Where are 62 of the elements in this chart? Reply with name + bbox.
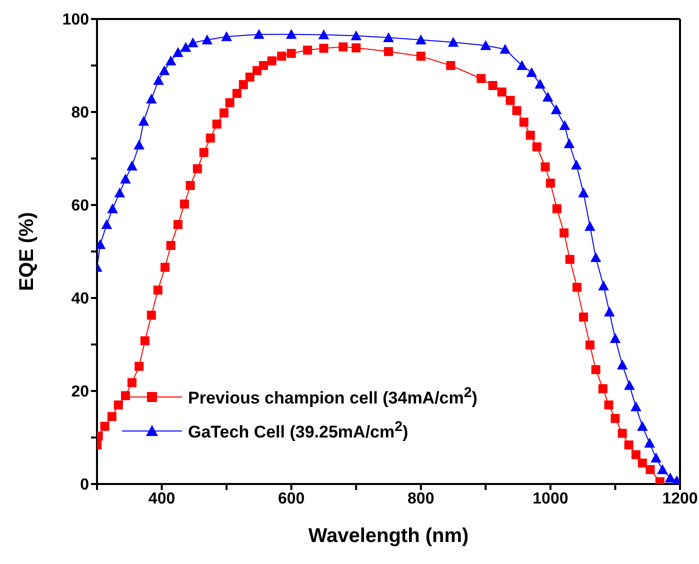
point	[564, 138, 575, 148]
point	[180, 42, 192, 52]
point	[534, 78, 546, 89]
y-tick-label: 0	[80, 476, 90, 494]
point	[286, 28, 297, 39]
x-tick-label: 1200	[662, 490, 698, 508]
point	[650, 452, 662, 462]
x-tick-label: 800	[408, 490, 434, 508]
point	[134, 140, 145, 150]
point	[318, 29, 330, 40]
point	[165, 55, 176, 66]
point	[172, 47, 184, 57]
y-tick-label: 20	[71, 384, 90, 401]
y-tick-label: 100	[62, 12, 90, 29]
point	[120, 174, 131, 184]
point	[570, 160, 582, 170]
point	[542, 92, 554, 102]
point	[637, 420, 648, 431]
point	[559, 120, 570, 130]
point	[383, 32, 394, 42]
point	[202, 34, 213, 44]
point	[526, 67, 538, 77]
point	[584, 220, 596, 231]
point	[187, 37, 198, 48]
point	[664, 472, 676, 482]
point	[448, 36, 459, 47]
y-axis-title: EQE (%)	[16, 212, 38, 291]
point	[598, 280, 609, 290]
point	[480, 40, 492, 50]
legend-label: Previous champion cell (34mA/cm$^{2}$)	[188, 385, 478, 409]
point	[114, 188, 126, 198]
point	[624, 380, 635, 390]
point	[153, 74, 164, 85]
point	[644, 438, 655, 448]
point	[415, 34, 426, 44]
point	[101, 219, 112, 230]
y-tick-label: 60	[71, 198, 90, 215]
point	[107, 203, 118, 214]
x-tick-label: 400	[148, 490, 176, 508]
point	[604, 306, 615, 316]
point	[590, 252, 602, 262]
point	[146, 94, 157, 104]
point	[221, 31, 232, 42]
x-axis-title: Wavelength (nm)	[308, 525, 469, 547]
point	[350, 30, 362, 40]
point	[500, 44, 510, 54]
point	[616, 360, 628, 370]
x-tick-label: 1000	[532, 490, 568, 508]
y-tick-label: 40	[71, 290, 90, 308]
point	[550, 104, 562, 114]
point	[138, 116, 150, 126]
point	[158, 65, 170, 76]
legend-label: GaTech Cell (39.25mA/cm$^{2}$)	[188, 419, 408, 443]
point	[254, 28, 264, 39]
point	[126, 160, 138, 170]
y-tick-label: 80	[71, 104, 90, 122]
point	[610, 333, 621, 343]
x-tick-label: 600	[278, 490, 305, 508]
point	[578, 188, 589, 198]
point	[516, 60, 528, 70]
point	[657, 464, 668, 474]
point	[630, 401, 642, 412]
